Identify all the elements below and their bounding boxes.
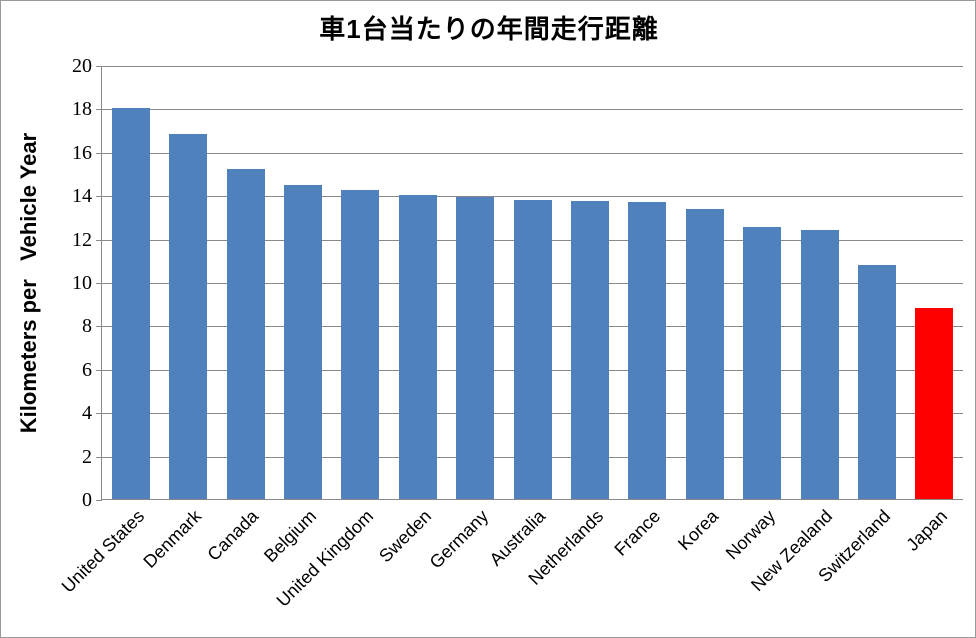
bar-denmark <box>169 134 208 499</box>
bar-australia <box>513 199 552 499</box>
y-tick-label: 6 <box>82 358 92 381</box>
y-tick-mark <box>96 500 102 501</box>
bar-germany <box>456 197 495 499</box>
bar-united-kingdom <box>341 189 380 499</box>
bar-netherlands <box>570 200 609 499</box>
bar-korea <box>685 209 724 499</box>
y-tick-label: 18 <box>72 98 92 121</box>
y-tick-mark <box>96 413 102 415</box>
y-tick-label: 8 <box>82 315 92 338</box>
chart-title: 車1台当たりの年間走行距離 <box>319 14 659 44</box>
y-tick-mark <box>96 66 102 67</box>
y-tick-mark <box>96 239 102 241</box>
bar-norway <box>743 226 782 499</box>
bar-belgium <box>283 185 322 499</box>
y-tick-mark <box>96 369 102 371</box>
y-tick-label: 16 <box>72 141 92 164</box>
bar-france <box>628 201 667 499</box>
y-tick-label: 0 <box>82 489 92 511</box>
y-tick-mark <box>96 196 102 198</box>
y-tick-mark <box>96 456 102 458</box>
y-tick-label: 10 <box>72 272 92 294</box>
bar-united-states <box>111 108 150 499</box>
y-tick-label: 2 <box>82 445 92 468</box>
y-tick-mark <box>96 283 102 284</box>
y-tick-label: 20 <box>72 55 92 77</box>
bar-switzerland <box>857 264 896 499</box>
bar-canada <box>226 169 265 499</box>
x-category-label: United States <box>57 506 148 597</box>
gridline <box>102 196 963 198</box>
y-tick-label: 14 <box>72 185 92 208</box>
gridline <box>102 66 963 67</box>
x-category-label: Canada <box>203 506 263 565</box>
gridline <box>102 152 963 154</box>
x-category-label: Denmark <box>139 506 206 572</box>
bar-japan <box>915 308 954 499</box>
plot-area <box>102 66 963 500</box>
y-tick-mark <box>96 326 102 328</box>
y-tick-mark <box>96 109 102 111</box>
y-tick-label: 4 <box>82 402 92 425</box>
bar-new-zealand <box>800 229 839 499</box>
gridline <box>102 109 963 111</box>
bar-sweden <box>398 195 437 499</box>
x-category-label: Germany <box>425 506 493 573</box>
x-axis-line <box>102 499 963 500</box>
x-category-label: Japan <box>902 506 952 555</box>
x-category-label: Korea <box>673 506 722 555</box>
y-tick-mark <box>96 152 102 154</box>
x-category-label: France <box>610 506 665 560</box>
y-tick-label: 12 <box>72 228 92 251</box>
